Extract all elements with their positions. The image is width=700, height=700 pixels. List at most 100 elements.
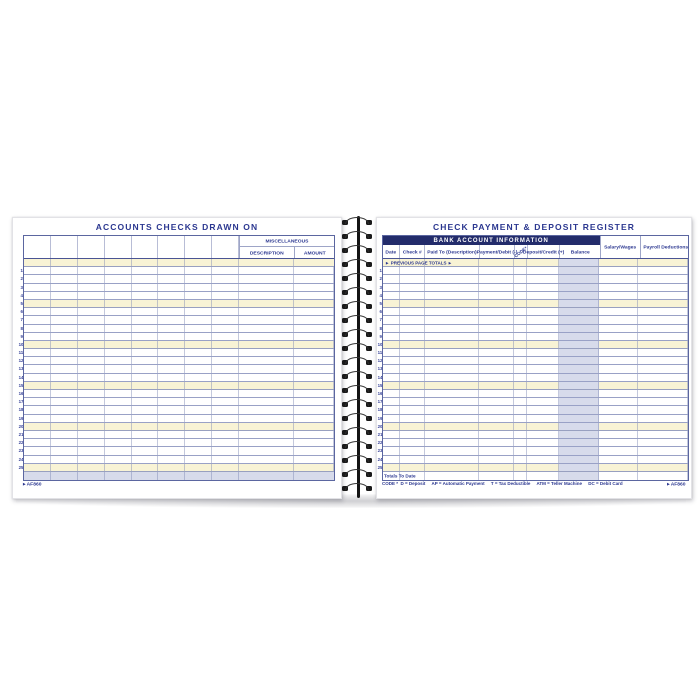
bank-account-information-bar: BANK ACCOUNT INFORMATION <box>383 236 600 245</box>
grid-cell <box>51 381 78 389</box>
grid-cell <box>425 447 480 455</box>
grid-cell <box>558 357 599 365</box>
grid-cell <box>479 390 515 398</box>
grid-cell <box>425 349 480 357</box>
grid-cell <box>239 455 294 463</box>
grid-cell <box>383 308 400 316</box>
grid-cell <box>527 299 559 308</box>
grid-cell <box>638 439 688 447</box>
table-row: 1 <box>21 267 334 276</box>
grid-cell <box>158 422 186 430</box>
grid-cell <box>51 430 78 439</box>
code-column-header: CODE* <box>513 244 529 259</box>
grid-cell <box>294 275 334 283</box>
grid-cell <box>479 349 515 357</box>
grid-cell <box>479 471 515 481</box>
spiral-coil <box>337 245 379 255</box>
grid-cell <box>105 275 132 283</box>
grid-cell <box>105 373 132 381</box>
grid-cell <box>425 414 480 422</box>
row-number: 24 <box>18 456 24 462</box>
grid-cell <box>294 472 334 480</box>
grid-cell <box>105 349 132 357</box>
grid-cell <box>400 463 425 471</box>
coil-arc <box>345 385 369 392</box>
blank-column-header <box>132 236 159 258</box>
coil-arc <box>345 399 369 406</box>
grid-cell <box>239 357 294 365</box>
grid-cell <box>185 340 213 349</box>
grid-cell <box>78 373 105 381</box>
grid-cell <box>158 439 186 447</box>
grid-cell <box>78 340 105 349</box>
grid-cell <box>24 414 51 422</box>
grid-cell <box>78 291 105 299</box>
grid-cell <box>51 275 78 283</box>
grid-cell <box>599 455 639 463</box>
grid-cell <box>158 357 186 365</box>
grid-cell <box>527 332 559 340</box>
grid-cell <box>638 267 688 275</box>
row-number: 5 <box>379 301 382 307</box>
coil-arc <box>345 371 369 378</box>
grid-cell <box>479 283 515 291</box>
grid-cell <box>514 283 528 291</box>
grid-cell <box>185 316 213 324</box>
grid-cell <box>132 471 159 481</box>
row-number: 15 <box>18 383 24 389</box>
grid-cell <box>158 455 186 463</box>
table-row: 12 <box>19 357 334 366</box>
grid-cell <box>105 332 132 340</box>
table-row: 9 <box>21 332 334 341</box>
grid-cell <box>514 357 528 365</box>
table-row: 13 <box>378 365 688 374</box>
grid-cell <box>514 332 528 340</box>
grid-cell <box>51 324 78 332</box>
grid-cell <box>527 471 559 481</box>
row-number: 7 <box>20 317 23 323</box>
grid-cell <box>383 340 400 349</box>
row-number: 4 <box>20 293 23 298</box>
grid-cell <box>383 439 400 447</box>
row-number: 13 <box>377 366 383 372</box>
grid-cell <box>158 308 186 316</box>
coil-arc <box>345 231 369 238</box>
grid-cell <box>132 291 159 299</box>
grid-cell <box>78 455 105 463</box>
grid-cell <box>400 414 425 422</box>
table-row: 10 <box>378 340 688 350</box>
row-number: 5 <box>20 301 23 307</box>
grid-cell <box>24 357 51 365</box>
grid-cell <box>185 259 213 267</box>
grid-cell <box>24 275 51 283</box>
grid-cell <box>158 414 186 422</box>
grid-cell <box>514 406 528 414</box>
table-row: 22 <box>378 439 688 448</box>
grid-cell <box>24 299 51 308</box>
grid-cell <box>479 455 515 463</box>
grid-cell <box>514 390 528 398</box>
row-number: 8 <box>379 325 382 331</box>
coil-arc <box>345 315 369 322</box>
grid-cell <box>78 447 105 455</box>
grid-cell <box>185 406 213 414</box>
grid-cell <box>294 447 334 455</box>
grid-cell <box>383 275 400 283</box>
grid-cell <box>558 422 599 430</box>
right-page: CHECK PAYMENT & DEPOSIT REGISTER BANK AC… <box>376 217 692 499</box>
grid-cell <box>558 267 599 275</box>
table-row: 13 <box>19 365 334 374</box>
grid-cell <box>51 267 78 275</box>
spiral-coil <box>337 343 379 353</box>
grid-cell <box>599 373 639 381</box>
grid-cell <box>212 349 239 357</box>
table-row: 14 <box>19 373 334 382</box>
grid-cell <box>158 373 186 381</box>
grid-cell <box>105 299 132 308</box>
grid-cell <box>400 406 425 414</box>
grid-cell <box>158 365 186 373</box>
grid-cell <box>383 390 400 398</box>
spiral-coil <box>337 315 379 325</box>
grid-cell <box>400 316 425 324</box>
coil-dotr <box>366 220 372 225</box>
